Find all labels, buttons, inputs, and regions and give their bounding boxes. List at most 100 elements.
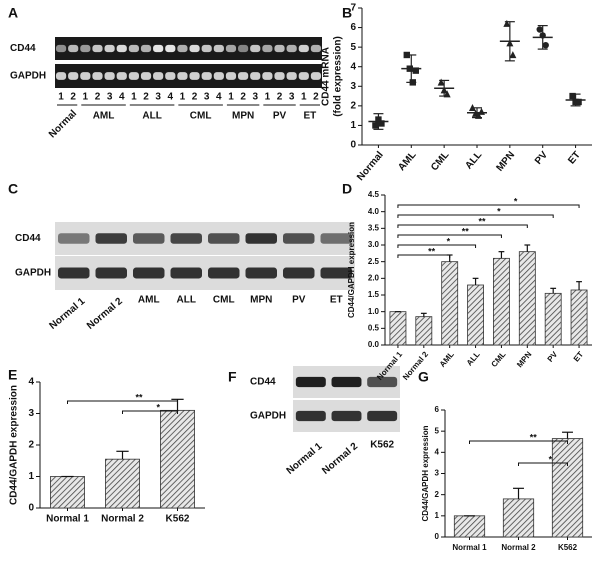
significance-label: *: [549, 454, 553, 464]
band: [116, 44, 127, 53]
lane-number: 1: [180, 92, 186, 103]
significance-label: **: [462, 226, 470, 236]
bar: [389, 311, 407, 346]
lane-label: K562: [370, 440, 394, 451]
band: [128, 72, 139, 80]
lane-number: 3: [155, 92, 161, 103]
band: [201, 72, 212, 80]
y-tick-label: 3.5: [368, 223, 380, 232]
group-label: PV: [273, 111, 287, 122]
lane-label: Normal 2: [85, 296, 125, 332]
significance-label: *: [497, 206, 501, 216]
x-tick-label: CML: [490, 350, 508, 369]
band: [238, 44, 249, 53]
lane-number: 2: [70, 92, 76, 103]
significance-label: **: [428, 246, 436, 256]
band: [165, 72, 176, 80]
band: [225, 44, 237, 53]
band: [208, 267, 240, 279]
band: [310, 44, 322, 53]
panel-letter: C: [8, 181, 18, 197]
band: [245, 267, 277, 279]
significance-label: **: [479, 216, 487, 226]
y-tick-label: 4: [350, 61, 356, 72]
y-tick-label: 3.0: [368, 240, 380, 249]
bar: [502, 498, 535, 538]
x-tick-label: K562: [166, 514, 190, 525]
band: [298, 44, 309, 53]
lane-number: 4: [119, 92, 125, 103]
y-axis-label: CD44/GAPDH expression: [9, 385, 20, 505]
lane-label: PV: [292, 295, 306, 306]
band: [165, 44, 176, 53]
y-tick-label: 0: [435, 532, 440, 541]
band: [68, 44, 79, 53]
x-tick-label: MPN: [494, 150, 517, 174]
lane-label: Normal 1: [285, 441, 325, 477]
row-label: GAPDH: [10, 71, 46, 82]
band: [58, 267, 90, 279]
y-tick-label: 4: [28, 377, 34, 388]
row-label: GAPDH: [15, 268, 51, 279]
lane-number: 3: [252, 92, 258, 103]
lane-number: 1: [265, 92, 271, 103]
band: [367, 410, 398, 422]
point: [536, 26, 543, 33]
x-tick-label: Normal 2: [101, 514, 144, 525]
point: [503, 19, 511, 27]
lane-label: Normal 2: [320, 441, 360, 477]
band: [95, 267, 127, 279]
blot-background: [55, 37, 322, 60]
bar: [518, 251, 536, 346]
group-label: Normal: [47, 108, 79, 140]
lane-number: 1: [228, 92, 234, 103]
band: [295, 376, 326, 388]
band: [201, 44, 212, 53]
x-tick-label: CML: [429, 150, 451, 174]
x-tick-label: ALL: [463, 150, 484, 172]
y-tick-label: 0: [28, 503, 34, 514]
group-label: AML: [93, 111, 115, 122]
y-tick-label: 1.0: [368, 307, 380, 316]
band: [104, 72, 115, 80]
y-tick-label: 2.5: [368, 257, 380, 266]
point: [575, 98, 582, 106]
panel-letter: F: [228, 369, 237, 385]
band: [170, 233, 202, 244]
significance-label: *: [514, 196, 518, 206]
y-tick-label: 7: [350, 3, 356, 14]
significance-bracket: [67, 400, 178, 404]
y-axis-label: CD44/GAPDH expression: [421, 425, 430, 521]
row-label: CD44: [15, 233, 41, 244]
y-axis-label: CD44 mRNA: [321, 47, 332, 106]
y-tick-label: 2: [435, 490, 440, 499]
lane-number: 4: [216, 92, 222, 103]
lane-label: MPN: [250, 295, 272, 306]
band: [286, 72, 297, 80]
panel-letter: B: [342, 5, 352, 21]
point: [542, 41, 549, 49]
band: [298, 72, 309, 80]
band: [320, 233, 352, 244]
group-label: ET: [303, 111, 316, 122]
y-tick-label: 4: [435, 447, 440, 456]
band: [331, 410, 362, 422]
band: [104, 44, 115, 53]
band: [262, 44, 273, 53]
x-tick-label: ET: [572, 350, 586, 364]
point: [372, 122, 379, 129]
y-tick-label: 6: [435, 405, 440, 414]
band: [95, 233, 127, 244]
x-tick-label: ET: [566, 150, 583, 167]
panel-letter: E: [8, 367, 17, 383]
band: [177, 44, 188, 53]
lane-number: 2: [192, 92, 198, 103]
group-label: ALL: [142, 111, 161, 122]
lane-number: 3: [204, 92, 210, 103]
bar: [570, 289, 588, 346]
band: [153, 44, 164, 53]
point: [569, 92, 576, 100]
group-label: MPN: [232, 111, 254, 122]
panel-letter: G: [418, 369, 429, 385]
lane-number: 3: [107, 92, 113, 103]
